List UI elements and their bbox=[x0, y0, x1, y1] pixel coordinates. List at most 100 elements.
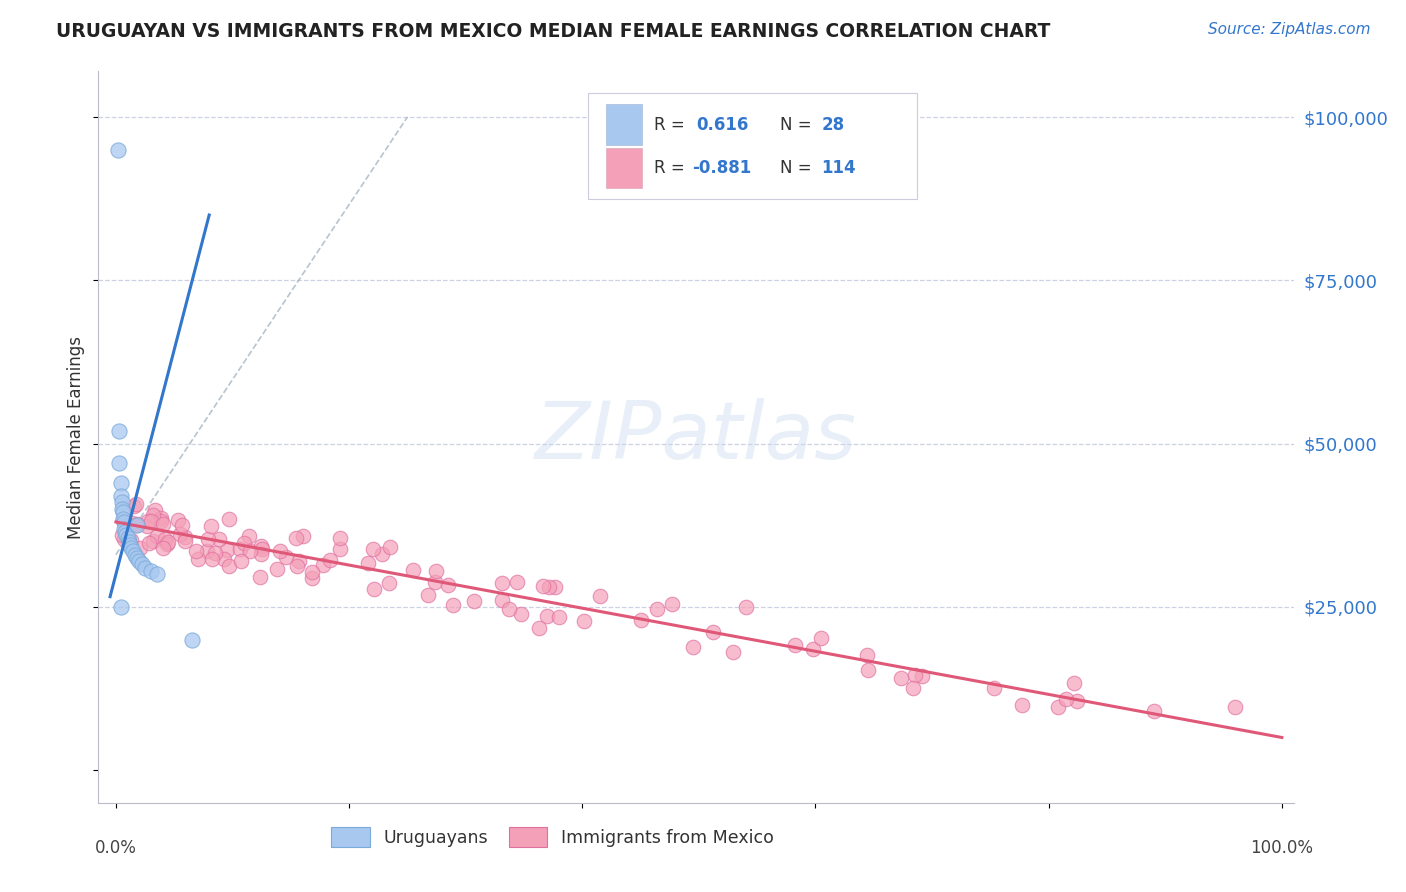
Point bbox=[529, 621, 551, 635]
Point bbox=[111, 502, 134, 516]
Point bbox=[174, 533, 197, 548]
Point bbox=[548, 609, 571, 624]
Point bbox=[150, 511, 173, 525]
Point bbox=[111, 527, 134, 541]
Point bbox=[110, 475, 132, 490]
Point bbox=[117, 531, 139, 545]
Point bbox=[121, 516, 143, 530]
Point bbox=[301, 571, 323, 585]
Point bbox=[901, 681, 924, 695]
Point bbox=[142, 508, 165, 522]
Point bbox=[118, 538, 141, 552]
Point bbox=[180, 632, 202, 647]
Legend: Uruguayans, Immigrants from Mexico: Uruguayans, Immigrants from Mexico bbox=[326, 822, 779, 853]
Point bbox=[156, 534, 179, 549]
Point bbox=[423, 574, 446, 589]
Point bbox=[118, 534, 141, 549]
Point bbox=[169, 526, 191, 541]
Point bbox=[266, 562, 288, 576]
Point bbox=[301, 566, 323, 580]
Point bbox=[377, 575, 399, 590]
Point bbox=[145, 529, 167, 543]
Point bbox=[156, 537, 179, 551]
Point bbox=[425, 564, 447, 578]
Point bbox=[904, 668, 927, 682]
Point bbox=[890, 671, 912, 685]
Point bbox=[810, 631, 832, 645]
FancyBboxPatch shape bbox=[589, 94, 917, 200]
Point bbox=[239, 543, 262, 558]
Text: 0.616: 0.616 bbox=[696, 116, 748, 134]
Point bbox=[187, 552, 209, 566]
Point bbox=[135, 519, 157, 533]
Point bbox=[204, 546, 226, 560]
Point bbox=[229, 542, 252, 557]
Point bbox=[174, 530, 197, 544]
Point bbox=[250, 541, 273, 556]
Point bbox=[463, 594, 485, 608]
Point bbox=[108, 456, 131, 470]
Point bbox=[120, 541, 142, 555]
Point bbox=[129, 541, 152, 556]
Text: Source: ZipAtlas.com: Source: ZipAtlas.com bbox=[1208, 22, 1371, 37]
Point bbox=[218, 512, 240, 526]
Point bbox=[122, 499, 145, 513]
Point bbox=[911, 669, 934, 683]
Point bbox=[134, 560, 156, 574]
Point bbox=[212, 551, 235, 566]
Text: 100.0%: 100.0% bbox=[1250, 838, 1313, 856]
Point bbox=[510, 607, 533, 621]
Point bbox=[645, 602, 668, 616]
Point bbox=[721, 645, 744, 659]
Point bbox=[856, 663, 879, 677]
Point bbox=[112, 515, 135, 529]
Text: N =: N = bbox=[779, 159, 817, 177]
Point bbox=[531, 579, 554, 593]
Point bbox=[250, 547, 273, 561]
Point bbox=[142, 533, 165, 548]
Point bbox=[363, 582, 385, 596]
Point bbox=[111, 505, 134, 519]
Point bbox=[114, 524, 136, 539]
Point bbox=[661, 597, 683, 611]
Point bbox=[371, 548, 394, 562]
Text: -0.881: -0.881 bbox=[692, 159, 752, 177]
Point bbox=[145, 567, 167, 582]
Point bbox=[319, 553, 342, 567]
Point bbox=[491, 575, 513, 590]
Point bbox=[124, 548, 146, 562]
Point bbox=[108, 424, 131, 438]
Point bbox=[983, 681, 1005, 695]
Point bbox=[122, 544, 145, 558]
Point bbox=[128, 554, 150, 568]
Point bbox=[125, 518, 148, 533]
Point bbox=[380, 540, 402, 554]
Point bbox=[1142, 704, 1164, 718]
Point bbox=[125, 517, 148, 532]
Point bbox=[418, 588, 440, 602]
Point bbox=[152, 516, 174, 531]
Point bbox=[197, 532, 219, 546]
Point bbox=[291, 529, 314, 543]
Point bbox=[238, 529, 260, 543]
Point bbox=[201, 551, 224, 566]
Point bbox=[682, 640, 704, 654]
Point bbox=[269, 543, 291, 558]
Point bbox=[233, 536, 256, 550]
Point bbox=[107, 143, 129, 157]
Point bbox=[139, 564, 162, 578]
Point bbox=[589, 589, 612, 603]
Text: ZIPatlas: ZIPatlas bbox=[534, 398, 858, 476]
Point bbox=[537, 580, 560, 594]
Point bbox=[170, 518, 193, 533]
Text: R =: R = bbox=[654, 116, 690, 134]
Point bbox=[402, 563, 425, 577]
Point bbox=[112, 532, 135, 546]
Point bbox=[357, 556, 380, 570]
Point bbox=[285, 531, 308, 545]
Point bbox=[229, 554, 252, 568]
Point bbox=[125, 550, 148, 565]
Point bbox=[153, 533, 176, 547]
Point bbox=[274, 549, 297, 564]
Point bbox=[152, 541, 174, 555]
